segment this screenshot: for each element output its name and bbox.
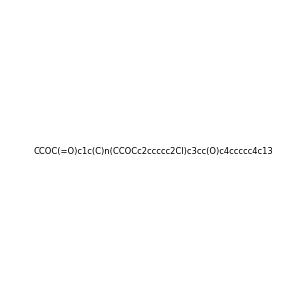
Text: CCOC(=O)c1c(C)n(CCOCc2ccccc2Cl)c3cc(O)c4ccccc4c13: CCOC(=O)c1c(C)n(CCOCc2ccccc2Cl)c3cc(O)c4… <box>34 147 274 156</box>
